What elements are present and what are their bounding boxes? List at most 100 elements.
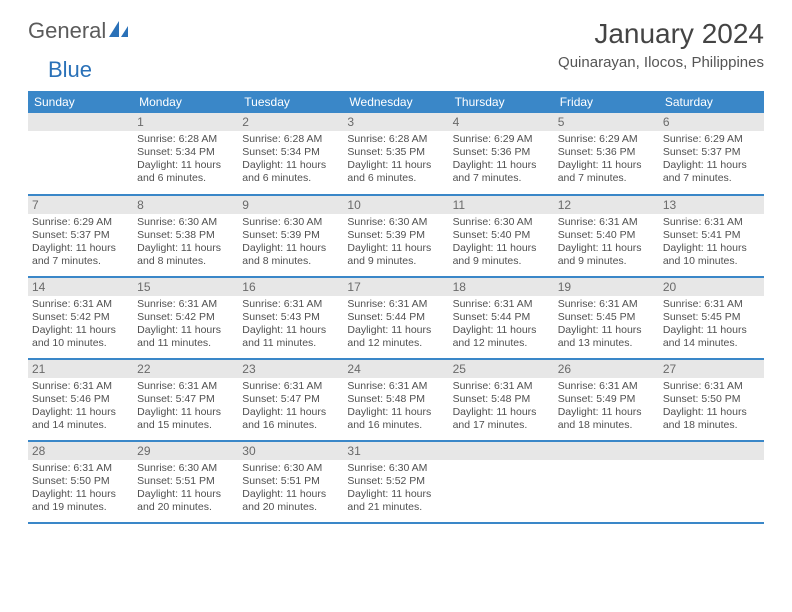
day-body: Sunrise: 6:31 AMSunset: 5:43 PMDaylight:… (238, 296, 343, 353)
logo-text-blue: Blue (48, 57, 92, 82)
day-number: 15 (133, 278, 238, 296)
calendar-table: SundayMondayTuesdayWednesdayThursdayFrid… (28, 91, 764, 524)
day-number: 5 (554, 113, 659, 131)
weekday-header: Saturday (659, 91, 764, 113)
weekday-header: Wednesday (343, 91, 448, 113)
calendar-day-cell: 7Sunrise: 6:29 AMSunset: 5:37 PMDaylight… (28, 195, 133, 277)
day-body: Sunrise: 6:31 AMSunset: 5:40 PMDaylight:… (554, 214, 659, 271)
calendar-day-cell: 22Sunrise: 6:31 AMSunset: 5:47 PMDayligh… (133, 359, 238, 441)
calendar-day-cell (554, 441, 659, 523)
day-number: 13 (659, 196, 764, 214)
day-body: Sunrise: 6:31 AMSunset: 5:42 PMDaylight:… (28, 296, 133, 353)
calendar-day-cell: 11Sunrise: 6:30 AMSunset: 5:40 PMDayligh… (449, 195, 554, 277)
calendar-day-cell: 4Sunrise: 6:29 AMSunset: 5:36 PMDaylight… (449, 113, 554, 195)
day-body: Sunrise: 6:28 AMSunset: 5:34 PMDaylight:… (238, 131, 343, 188)
calendar-day-cell: 21Sunrise: 6:31 AMSunset: 5:46 PMDayligh… (28, 359, 133, 441)
weekday-header: Friday (554, 91, 659, 113)
day-number: 26 (554, 360, 659, 378)
day-body: Sunrise: 6:29 AMSunset: 5:36 PMDaylight:… (449, 131, 554, 188)
calendar-day-cell: 5Sunrise: 6:29 AMSunset: 5:36 PMDaylight… (554, 113, 659, 195)
calendar-day-cell: 9Sunrise: 6:30 AMSunset: 5:39 PMDaylight… (238, 195, 343, 277)
day-number: 12 (554, 196, 659, 214)
calendar-day-cell: 14Sunrise: 6:31 AMSunset: 5:42 PMDayligh… (28, 277, 133, 359)
day-body: Sunrise: 6:31 AMSunset: 5:49 PMDaylight:… (554, 378, 659, 435)
calendar-day-cell: 19Sunrise: 6:31 AMSunset: 5:45 PMDayligh… (554, 277, 659, 359)
month-title: January 2024 (558, 18, 764, 50)
calendar-day-cell: 1Sunrise: 6:28 AMSunset: 5:34 PMDaylight… (133, 113, 238, 195)
day-number: 2 (238, 113, 343, 131)
calendar-day-cell: 15Sunrise: 6:31 AMSunset: 5:42 PMDayligh… (133, 277, 238, 359)
day-number: 31 (343, 442, 448, 460)
day-body: Sunrise: 6:30 AMSunset: 5:51 PMDaylight:… (238, 460, 343, 517)
calendar-day-cell: 31Sunrise: 6:30 AMSunset: 5:52 PMDayligh… (343, 441, 448, 523)
day-number: 1 (133, 113, 238, 131)
logo-sail-icon (108, 20, 130, 43)
day-body: Sunrise: 6:31 AMSunset: 5:48 PMDaylight:… (343, 378, 448, 435)
day-number (659, 442, 764, 460)
day-body: Sunrise: 6:31 AMSunset: 5:45 PMDaylight:… (659, 296, 764, 353)
day-body: Sunrise: 6:29 AMSunset: 5:37 PMDaylight:… (659, 131, 764, 188)
calendar-day-cell: 12Sunrise: 6:31 AMSunset: 5:40 PMDayligh… (554, 195, 659, 277)
weekday-header: Thursday (449, 91, 554, 113)
day-body: Sunrise: 6:28 AMSunset: 5:34 PMDaylight:… (133, 131, 238, 188)
day-body: Sunrise: 6:31 AMSunset: 5:47 PMDaylight:… (238, 378, 343, 435)
day-number: 24 (343, 360, 448, 378)
calendar-day-cell (449, 441, 554, 523)
day-body: Sunrise: 6:31 AMSunset: 5:45 PMDaylight:… (554, 296, 659, 353)
calendar-day-cell: 27Sunrise: 6:31 AMSunset: 5:50 PMDayligh… (659, 359, 764, 441)
day-number (554, 442, 659, 460)
day-number: 9 (238, 196, 343, 214)
day-number: 7 (28, 196, 133, 214)
day-body: Sunrise: 6:31 AMSunset: 5:47 PMDaylight:… (133, 378, 238, 435)
day-body: Sunrise: 6:30 AMSunset: 5:51 PMDaylight:… (133, 460, 238, 517)
day-number (449, 442, 554, 460)
day-body: Sunrise: 6:31 AMSunset: 5:41 PMDaylight:… (659, 214, 764, 271)
day-body: Sunrise: 6:30 AMSunset: 5:39 PMDaylight:… (343, 214, 448, 271)
calendar-day-cell: 10Sunrise: 6:30 AMSunset: 5:39 PMDayligh… (343, 195, 448, 277)
day-number: 3 (343, 113, 448, 131)
day-number: 29 (133, 442, 238, 460)
logo-text-general: General (28, 18, 106, 44)
calendar-week-row: 14Sunrise: 6:31 AMSunset: 5:42 PMDayligh… (28, 277, 764, 359)
day-body (449, 460, 554, 464)
day-number: 28 (28, 442, 133, 460)
calendar-day-cell: 30Sunrise: 6:30 AMSunset: 5:51 PMDayligh… (238, 441, 343, 523)
day-body (659, 460, 764, 464)
calendar-day-cell: 18Sunrise: 6:31 AMSunset: 5:44 PMDayligh… (449, 277, 554, 359)
day-body: Sunrise: 6:29 AMSunset: 5:36 PMDaylight:… (554, 131, 659, 188)
calendar-day-cell: 16Sunrise: 6:31 AMSunset: 5:43 PMDayligh… (238, 277, 343, 359)
calendar-week-row: 28Sunrise: 6:31 AMSunset: 5:50 PMDayligh… (28, 441, 764, 523)
calendar-day-cell: 28Sunrise: 6:31 AMSunset: 5:50 PMDayligh… (28, 441, 133, 523)
calendar-week-row: 1Sunrise: 6:28 AMSunset: 5:34 PMDaylight… (28, 113, 764, 195)
day-number: 27 (659, 360, 764, 378)
calendar-day-cell: 13Sunrise: 6:31 AMSunset: 5:41 PMDayligh… (659, 195, 764, 277)
calendar-day-cell: 24Sunrise: 6:31 AMSunset: 5:48 PMDayligh… (343, 359, 448, 441)
calendar-day-cell: 26Sunrise: 6:31 AMSunset: 5:49 PMDayligh… (554, 359, 659, 441)
logo: General (28, 18, 132, 44)
day-number: 30 (238, 442, 343, 460)
calendar-day-cell: 2Sunrise: 6:28 AMSunset: 5:34 PMDaylight… (238, 113, 343, 195)
day-number: 4 (449, 113, 554, 131)
day-body: Sunrise: 6:30 AMSunset: 5:52 PMDaylight:… (343, 460, 448, 517)
day-number: 19 (554, 278, 659, 296)
day-body: Sunrise: 6:31 AMSunset: 5:50 PMDaylight:… (28, 460, 133, 517)
day-body: Sunrise: 6:30 AMSunset: 5:39 PMDaylight:… (238, 214, 343, 271)
calendar-day-cell: 20Sunrise: 6:31 AMSunset: 5:45 PMDayligh… (659, 277, 764, 359)
day-body (554, 460, 659, 464)
day-number: 14 (28, 278, 133, 296)
weekday-header-row: SundayMondayTuesdayWednesdayThursdayFrid… (28, 91, 764, 113)
location: Quinarayan, Ilocos, Philippines (558, 54, 764, 71)
day-number: 20 (659, 278, 764, 296)
day-body: Sunrise: 6:30 AMSunset: 5:40 PMDaylight:… (449, 214, 554, 271)
day-body: Sunrise: 6:31 AMSunset: 5:44 PMDaylight:… (449, 296, 554, 353)
day-number: 10 (343, 196, 448, 214)
day-number: 8 (133, 196, 238, 214)
day-number (28, 113, 133, 131)
day-body: Sunrise: 6:31 AMSunset: 5:44 PMDaylight:… (343, 296, 448, 353)
title-block: January 2024 Quinarayan, Ilocos, Philipp… (558, 18, 764, 71)
day-number: 18 (449, 278, 554, 296)
day-number: 22 (133, 360, 238, 378)
calendar-week-row: 7Sunrise: 6:29 AMSunset: 5:37 PMDaylight… (28, 195, 764, 277)
day-body: Sunrise: 6:31 AMSunset: 5:48 PMDaylight:… (449, 378, 554, 435)
calendar-day-cell: 23Sunrise: 6:31 AMSunset: 5:47 PMDayligh… (238, 359, 343, 441)
